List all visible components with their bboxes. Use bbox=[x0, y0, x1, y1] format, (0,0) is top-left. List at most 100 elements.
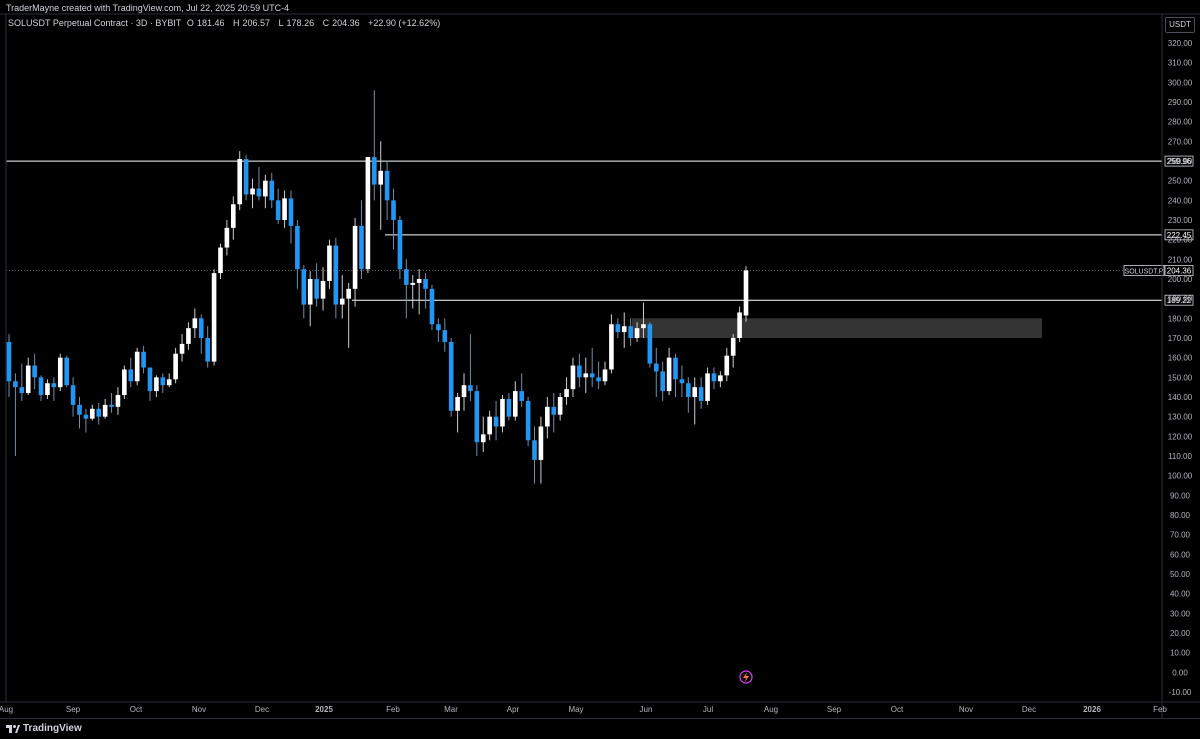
candle[interactable] bbox=[51, 377, 57, 401]
candle[interactable] bbox=[13, 373, 18, 456]
candle[interactable] bbox=[256, 166, 262, 201]
candle[interactable] bbox=[525, 397, 531, 447]
candle[interactable] bbox=[480, 416, 486, 453]
candle[interactable] bbox=[487, 410, 492, 441]
candle[interactable] bbox=[295, 220, 300, 289]
currency-selector[interactable]: USDT bbox=[1165, 17, 1195, 33]
candle[interactable] bbox=[352, 218, 358, 307]
candle[interactable] bbox=[218, 243, 223, 279]
candle[interactable] bbox=[705, 367, 710, 405]
lightning-event-icon[interactable] bbox=[739, 670, 753, 684]
symbol-name[interactable]: SOLUSDT Perpetual Contract · 3D · BYBIT bbox=[8, 18, 182, 28]
candle[interactable] bbox=[397, 216, 403, 279]
candle[interactable] bbox=[90, 404, 95, 421]
candle[interactable] bbox=[109, 393, 114, 413]
candle[interactable] bbox=[301, 265, 307, 319]
candle[interactable] bbox=[455, 393, 460, 433]
candle[interactable] bbox=[416, 269, 422, 315]
candle[interactable] bbox=[320, 267, 326, 311]
candle[interactable] bbox=[474, 385, 480, 456]
candle[interactable] bbox=[698, 377, 704, 409]
candle[interactable] bbox=[724, 347, 730, 382]
candle[interactable] bbox=[641, 302, 646, 338]
candle[interactable] bbox=[512, 381, 518, 421]
candle[interactable] bbox=[448, 338, 454, 417]
candle[interactable] bbox=[166, 373, 172, 388]
candle[interactable] bbox=[666, 347, 672, 396]
candle[interactable] bbox=[250, 178, 255, 209]
candle[interactable] bbox=[538, 416, 544, 484]
candle[interactable] bbox=[429, 284, 435, 331]
candle[interactable] bbox=[134, 347, 140, 386]
candle[interactable] bbox=[154, 375, 159, 397]
candle[interactable] bbox=[263, 174, 268, 209]
candle[interactable] bbox=[19, 363, 25, 401]
candle[interactable] bbox=[32, 353, 37, 390]
candle[interactable] bbox=[391, 188, 396, 250]
candle[interactable] bbox=[77, 397, 82, 429]
candle[interactable] bbox=[711, 367, 717, 390]
candle[interactable] bbox=[743, 266, 749, 322]
candle[interactable] bbox=[461, 373, 467, 411]
candle[interactable] bbox=[730, 334, 736, 368]
candle[interactable] bbox=[45, 379, 50, 399]
candle[interactable] bbox=[365, 157, 371, 274]
candle[interactable] bbox=[647, 322, 653, 368]
candle[interactable] bbox=[692, 377, 698, 425]
candle[interactable] bbox=[173, 347, 178, 384]
candle[interactable] bbox=[532, 426, 537, 484]
candle[interactable] bbox=[346, 282, 351, 348]
candle[interactable] bbox=[404, 259, 409, 319]
candle[interactable] bbox=[442, 318, 448, 352]
candle[interactable] bbox=[275, 188, 281, 224]
candle[interactable] bbox=[122, 365, 127, 399]
candle[interactable] bbox=[436, 318, 441, 342]
candle[interactable] bbox=[288, 190, 294, 244]
candle[interactable] bbox=[378, 141, 384, 230]
candle[interactable] bbox=[115, 387, 121, 415]
candle[interactable] bbox=[737, 306, 742, 342]
candle[interactable] bbox=[6, 334, 12, 397]
candle[interactable] bbox=[718, 371, 723, 388]
candle[interactable] bbox=[621, 312, 627, 348]
candle[interactable] bbox=[410, 275, 416, 309]
support-zone-rect[interactable] bbox=[632, 318, 1042, 338]
candle[interactable] bbox=[602, 361, 608, 386]
candle[interactable] bbox=[570, 357, 576, 397]
candle[interactable] bbox=[230, 196, 236, 240]
candle[interactable] bbox=[384, 161, 390, 220]
candle[interactable] bbox=[307, 271, 313, 327]
candle[interactable] bbox=[359, 200, 364, 279]
candle[interactable] bbox=[557, 393, 563, 421]
candle[interactable] bbox=[198, 314, 204, 354]
candle[interactable] bbox=[653, 347, 659, 397]
candle[interactable] bbox=[686, 377, 691, 413]
candle[interactable] bbox=[423, 273, 428, 309]
candle[interactable] bbox=[327, 239, 332, 289]
candle[interactable] bbox=[64, 355, 69, 388]
candle[interactable] bbox=[673, 353, 678, 397]
candle[interactable] bbox=[506, 393, 512, 421]
candle[interactable] bbox=[237, 151, 243, 211]
candle[interactable] bbox=[211, 269, 217, 366]
candle[interactable] bbox=[128, 357, 134, 388]
candle[interactable] bbox=[628, 318, 633, 346]
candle[interactable] bbox=[160, 373, 166, 394]
candle[interactable] bbox=[57, 353, 63, 392]
candle[interactable] bbox=[371, 90, 377, 201]
candle[interactable] bbox=[83, 408, 89, 433]
candle[interactable] bbox=[493, 400, 499, 441]
candle[interactable] bbox=[519, 373, 525, 407]
candle[interactable] bbox=[339, 275, 345, 319]
candle[interactable] bbox=[179, 334, 185, 362]
candle[interactable] bbox=[269, 172, 275, 209]
candle[interactable] bbox=[141, 345, 146, 374]
candle[interactable] bbox=[615, 318, 621, 338]
candle[interactable] bbox=[102, 398, 108, 419]
candle[interactable] bbox=[577, 353, 582, 388]
candle[interactable] bbox=[660, 361, 665, 401]
candle[interactable] bbox=[551, 393, 557, 433]
candle[interactable] bbox=[545, 397, 550, 439]
candle[interactable] bbox=[192, 308, 198, 339]
